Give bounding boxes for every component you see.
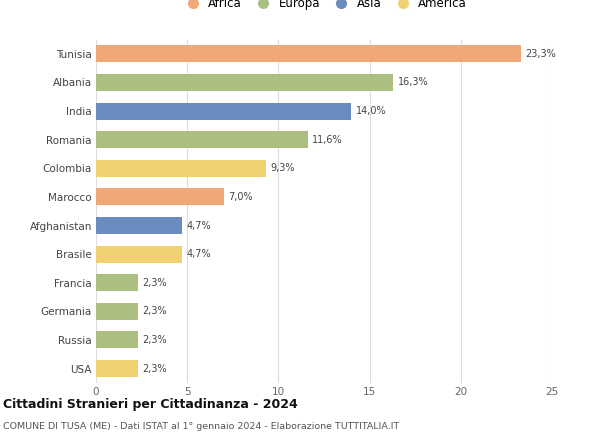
Bar bbox=[96, 103, 352, 120]
Text: 2,3%: 2,3% bbox=[143, 278, 167, 288]
Bar bbox=[96, 246, 182, 263]
Bar bbox=[96, 331, 138, 348]
Text: 9,3%: 9,3% bbox=[270, 163, 295, 173]
Text: 7,0%: 7,0% bbox=[228, 192, 253, 202]
Text: 11,6%: 11,6% bbox=[312, 135, 343, 145]
Text: 2,3%: 2,3% bbox=[143, 363, 167, 374]
Text: 16,3%: 16,3% bbox=[398, 77, 428, 88]
Bar bbox=[96, 303, 138, 320]
Bar bbox=[96, 274, 138, 291]
Text: 2,3%: 2,3% bbox=[143, 306, 167, 316]
Legend: Africa, Europa, Asia, America: Africa, Europa, Asia, America bbox=[181, 0, 467, 11]
Bar bbox=[96, 131, 308, 148]
Bar bbox=[96, 45, 521, 62]
Bar bbox=[96, 160, 266, 177]
Bar bbox=[96, 74, 394, 91]
Bar bbox=[96, 360, 138, 377]
Bar bbox=[96, 188, 224, 205]
Text: 2,3%: 2,3% bbox=[143, 335, 167, 345]
Text: COMUNE DI TUSA (ME) - Dati ISTAT al 1° gennaio 2024 - Elaborazione TUTTITALIA.IT: COMUNE DI TUSA (ME) - Dati ISTAT al 1° g… bbox=[3, 422, 399, 431]
Text: 14,0%: 14,0% bbox=[356, 106, 386, 116]
Text: 23,3%: 23,3% bbox=[526, 49, 556, 59]
Text: Cittadini Stranieri per Cittadinanza - 2024: Cittadini Stranieri per Cittadinanza - 2… bbox=[3, 398, 298, 411]
Text: 4,7%: 4,7% bbox=[186, 249, 211, 259]
Bar bbox=[96, 217, 182, 234]
Text: 4,7%: 4,7% bbox=[186, 220, 211, 231]
